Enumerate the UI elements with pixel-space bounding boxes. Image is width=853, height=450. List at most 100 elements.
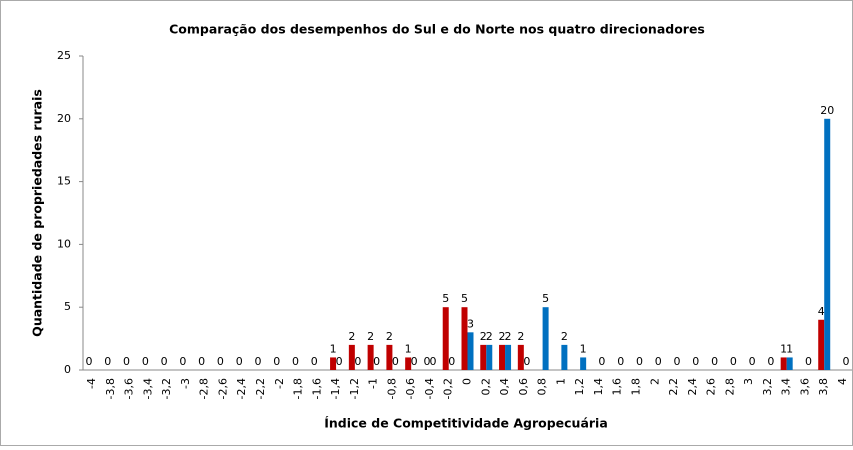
bar: [486, 344, 493, 370]
bar: [780, 357, 787, 370]
bar: [517, 344, 524, 370]
data-label: 1: [780, 342, 787, 355]
data-label: 0: [198, 355, 205, 368]
data-label: 0: [179, 355, 186, 368]
x-tick-label: -3,2: [160, 378, 173, 399]
data-label: 0: [217, 355, 224, 368]
bar: [480, 344, 487, 370]
data-label: 1: [405, 342, 412, 355]
data-label: 0: [523, 355, 530, 368]
data-label: 5: [442, 292, 449, 305]
data-label: 0: [292, 355, 299, 368]
x-tick-label: -0,6: [404, 378, 417, 399]
data-label: 5: [461, 292, 468, 305]
bar: [467, 332, 474, 370]
bar: [386, 344, 393, 370]
x-tick-label: 3,4: [780, 378, 793, 396]
bar: [442, 307, 449, 370]
x-tick-label: 0,4: [498, 378, 511, 396]
data-label: 1: [786, 342, 793, 355]
y-tick-label: 20: [57, 112, 71, 125]
data-label: 0: [598, 355, 605, 368]
bar: [505, 344, 512, 370]
y-tick-label: 0: [64, 363, 71, 376]
bar: [367, 344, 374, 370]
data-label: 0: [655, 355, 662, 368]
x-tick-label: 0,6: [517, 378, 530, 396]
data-label: 0: [767, 355, 774, 368]
x-axis-label: Índice de Competitividade Agropecuária: [324, 416, 608, 431]
data-label: 0: [636, 355, 643, 368]
data-label: 2: [386, 330, 393, 343]
data-label: 3: [467, 317, 474, 330]
data-label: 0: [805, 355, 812, 368]
data-label: 0: [336, 355, 343, 368]
data-label: 0: [354, 355, 361, 368]
bar: [824, 118, 831, 370]
bar: [818, 319, 825, 370]
data-label: 2: [517, 330, 524, 343]
data-label: 2: [499, 330, 506, 343]
x-tick-label: -1,4: [329, 378, 342, 399]
data-label: 1: [330, 342, 337, 355]
data-label: 0: [730, 355, 737, 368]
bar: [786, 357, 793, 370]
chart-title: Comparação dos desempenhos do Sul e do N…: [169, 22, 705, 37]
bar: [405, 357, 412, 370]
data-label: 0: [86, 355, 93, 368]
bar: [461, 307, 468, 370]
data-label: 0: [749, 355, 756, 368]
x-tick-label: -1: [367, 378, 380, 389]
x-tick-label: -2,2: [254, 378, 267, 399]
data-label: 2: [367, 330, 374, 343]
x-tick-label: 1: [554, 378, 567, 385]
data-label: 0: [843, 355, 850, 368]
x-tick-label: 1,8: [629, 378, 642, 396]
x-tick-label: -2,4: [235, 378, 248, 399]
x-tick-label: 3: [742, 378, 755, 385]
x-tick-label: 3,6: [798, 378, 811, 396]
y-axis-label: Quantidade de propriedades rurais: [30, 89, 45, 337]
x-tick-label: -3,4: [141, 378, 154, 399]
data-label: 0: [423, 355, 430, 368]
data-label: 0: [161, 355, 168, 368]
x-tick-label: 3,2: [761, 378, 774, 396]
x-tick-label: -0,4: [423, 378, 436, 399]
data-label: 0: [448, 355, 455, 368]
data-label: 0: [692, 355, 699, 368]
data-label: 0: [411, 355, 418, 368]
x-tick-label: 2: [648, 378, 661, 385]
data-label: 1: [580, 342, 587, 355]
y-tick-label: 10: [57, 237, 71, 250]
x-tick-label: 2,2: [667, 378, 680, 396]
data-label: 0: [104, 355, 111, 368]
data-label: 0: [273, 355, 280, 368]
x-tick-label: -3,8: [104, 378, 117, 399]
data-label: 0: [373, 355, 380, 368]
x-tick-label: 0: [461, 378, 474, 385]
x-tick-label: -4: [85, 378, 98, 389]
x-tick-label: 3,8: [817, 378, 830, 396]
x-tick-label: 1,6: [611, 378, 624, 396]
y-tick-label: 15: [57, 175, 71, 188]
x-tick-label: -1,2: [348, 378, 361, 399]
y-tick-label: 5: [64, 300, 71, 313]
data-label: 5: [542, 292, 549, 305]
x-tick-label: 2,6: [705, 378, 718, 396]
data-label: 2: [561, 330, 568, 343]
x-tick-label: 4: [836, 378, 849, 385]
x-tick-label: -1,6: [310, 378, 323, 399]
data-label: 0: [123, 355, 130, 368]
data-label: 0: [236, 355, 243, 368]
bar: [330, 357, 337, 370]
data-label: 0: [392, 355, 399, 368]
bar: [348, 344, 355, 370]
y-tick-label: 25: [57, 49, 71, 62]
data-label: 0: [142, 355, 149, 368]
data-label: 0: [254, 355, 261, 368]
data-label: 0: [711, 355, 718, 368]
data-label: 0: [617, 355, 624, 368]
data-label: 4: [818, 305, 825, 318]
